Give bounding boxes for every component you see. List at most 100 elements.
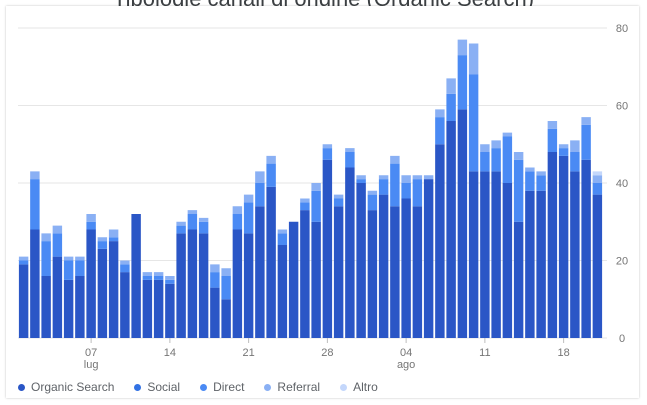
bar-segment-organic-search <box>457 109 468 338</box>
x-tick-label: 07 <box>85 347 97 359</box>
x-tick-label: 04 <box>400 347 412 359</box>
bar-segment-referral <box>592 175 603 183</box>
x-tick-label: 28 <box>321 347 333 359</box>
bar-segment-direct <box>468 74 479 172</box>
bar-segment-referral <box>255 171 265 183</box>
bar-segment-organic-search <box>491 171 501 338</box>
bar-segment-direct <box>266 163 276 187</box>
bar-segment-direct <box>322 148 333 160</box>
bar-segment-referral <box>187 210 198 214</box>
bar-segment-referral <box>435 109 445 118</box>
bar-segment-organic-search <box>277 245 288 338</box>
bar-segment-organic-search <box>356 183 366 338</box>
bar-segment-organic-search <box>75 276 85 338</box>
bar-segment-direct <box>581 124 591 160</box>
bar-segment-organic-search <box>401 198 411 338</box>
bar-segment-referral <box>547 121 558 129</box>
bar-segment-organic-search <box>30 229 40 338</box>
legend-swatch-altro <box>340 383 348 391</box>
x-tick-sublabel: lug <box>84 359 99 371</box>
bar-segment-referral <box>277 229 288 234</box>
legend-item-organic-search[interactable]: Organic Search <box>18 380 114 394</box>
legend-item-social[interactable]: Social <box>134 380 180 394</box>
bar-segment-referral <box>502 132 513 137</box>
bar-segment-referral <box>243 194 254 203</box>
bar-segment-direct <box>97 241 108 249</box>
legend-swatch-organic-search <box>18 383 25 391</box>
bar-segment-direct <box>243 202 254 234</box>
bar-segment-direct <box>513 159 524 222</box>
bar-segment-organic-search <box>120 272 130 338</box>
bar-segment-referral <box>232 206 243 214</box>
legend-label-referral: Referral <box>277 380 321 394</box>
bar-segment-referral <box>300 198 310 203</box>
y-tick-label: 20 <box>616 256 628 268</box>
chart-panel: 0 20 40 60 80 07 lug 14 21 28 04 ago 11 18 Organic Se… <box>6 6 639 398</box>
bar-segment-direct <box>378 179 389 195</box>
bar-segment-organic-search <box>176 233 186 338</box>
bar-segment-referral <box>513 152 524 160</box>
legend-item-direct[interactable]: Direct <box>200 380 244 394</box>
bar-segment-organic-search <box>97 248 108 338</box>
legend-item-altro[interactable]: Altro <box>340 380 378 394</box>
chart-legend: Organic Search Social Direct Referral Al… <box>18 380 398 394</box>
bar-segment-referral <box>266 155 276 164</box>
bar-segment-organic-search <box>18 264 29 338</box>
bar-segment-direct <box>480 152 490 172</box>
legend-item-referral[interactable]: Referral <box>264 380 320 394</box>
bar-segment-organic-search <box>446 121 456 338</box>
bar-segment-referral <box>18 256 29 261</box>
bar-segment-organic-search <box>266 186 276 338</box>
bar-segment-organic-search <box>547 152 558 338</box>
bar-segment-direct <box>356 179 366 183</box>
bar-segment-organic-search <box>581 159 591 338</box>
bar-segment-direct <box>75 260 85 276</box>
legend-label-altro: Altro <box>353 380 378 394</box>
bar-segment-referral <box>457 39 468 56</box>
x-tick-label: 21 <box>243 347 255 359</box>
bar-segment-organic-search <box>390 206 400 338</box>
bar-segment-organic-search <box>412 206 423 338</box>
bar-segment-organic-search <box>480 171 490 338</box>
legend-swatch-direct <box>200 383 208 391</box>
bar-segment-organic-search <box>108 241 119 338</box>
bar-segment-direct <box>525 171 535 191</box>
bar-segment-direct <box>41 241 51 276</box>
bar-segment-organic-search <box>210 287 220 338</box>
bar-segment-referral <box>198 217 209 222</box>
bar-segment-referral <box>525 167 535 172</box>
bar-segment-organic-search <box>221 299 231 338</box>
bar-segment-organic-search <box>468 171 479 338</box>
bar-segment-direct <box>108 237 119 242</box>
bar-segment-referral <box>390 155 400 164</box>
bar-segment-organic-search <box>300 210 310 338</box>
bar-segment-referral <box>480 144 490 152</box>
bar-segment-organic-search <box>592 194 603 338</box>
bar-segment-referral <box>176 221 186 226</box>
bar-segment-direct <box>592 183 603 195</box>
bar-segment-organic-search <box>187 229 198 338</box>
bar-segment-referral <box>311 183 321 191</box>
bar-segment-referral <box>536 171 546 176</box>
bar-segment-direct <box>120 264 130 273</box>
legend-swatch-social <box>134 383 142 391</box>
bar-segment-referral <box>41 233 51 242</box>
y-tick-label: 40 <box>616 178 628 190</box>
bar-segment-referral <box>97 237 108 242</box>
bar-segment-direct <box>401 183 411 199</box>
bar-segment-direct <box>142 276 153 280</box>
bar-segment-direct <box>457 55 468 110</box>
bar-segment-organic-search <box>243 233 254 338</box>
x-tick-label: 11 <box>479 347 490 359</box>
bar-segment-organic-search <box>232 229 243 338</box>
x-tick-sublabel: ago <box>397 359 415 371</box>
bar-segment-organic-search <box>131 214 141 338</box>
bar-segment-direct <box>367 194 378 211</box>
bar-segment-organic-search <box>165 283 175 338</box>
bar-segment-direct <box>558 148 569 156</box>
bar-segment-organic-search <box>333 206 344 338</box>
legend-swatch-referral <box>264 383 272 391</box>
bar-segment-referral <box>446 78 456 94</box>
bar-segment-direct <box>502 136 513 183</box>
